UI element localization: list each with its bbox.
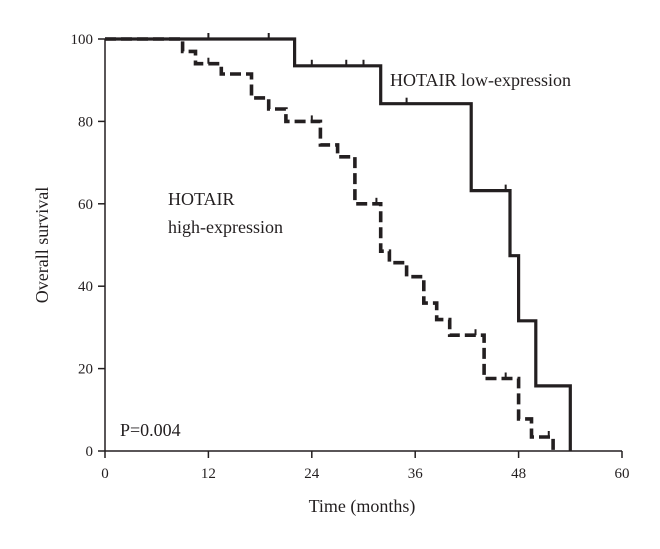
annotation-low-expression: HOTAIR low-expression [390, 70, 571, 90]
x-tick-label: 60 [615, 466, 630, 482]
y-tick-label: 40 [78, 279, 93, 295]
y-tick-label: 0 [86, 444, 94, 460]
axes-layer [104, 39, 622, 452]
x-tick-label: 12 [201, 466, 216, 482]
x-tick-label: 24 [304, 466, 320, 482]
ticks-layer: 0 12 24 36 48 60 0 20 40 60 80 100 [71, 32, 630, 482]
y-tick-label: 20 [78, 362, 93, 378]
x-axis-title: Time (months) [309, 496, 416, 517]
plot-layer [105, 33, 572, 451]
y-axis-title: Overall survival [32, 187, 52, 303]
y-tick-label: 60 [78, 197, 93, 213]
y-tick-label: 100 [71, 32, 94, 48]
x-tick-label: 48 [511, 466, 526, 482]
annotation-high-expression-line1: HOTAIR [168, 189, 235, 209]
x-tick-label: 36 [408, 466, 424, 482]
annotation-high-expression-line2: high-expression [168, 217, 283, 237]
annotation-p-value: P=0.004 [120, 420, 181, 440]
series-line-low-expression [105, 37, 572, 451]
y-tick-label: 80 [78, 114, 93, 130]
x-tick-label: 0 [101, 466, 109, 482]
series-line-high-expression [105, 37, 555, 451]
